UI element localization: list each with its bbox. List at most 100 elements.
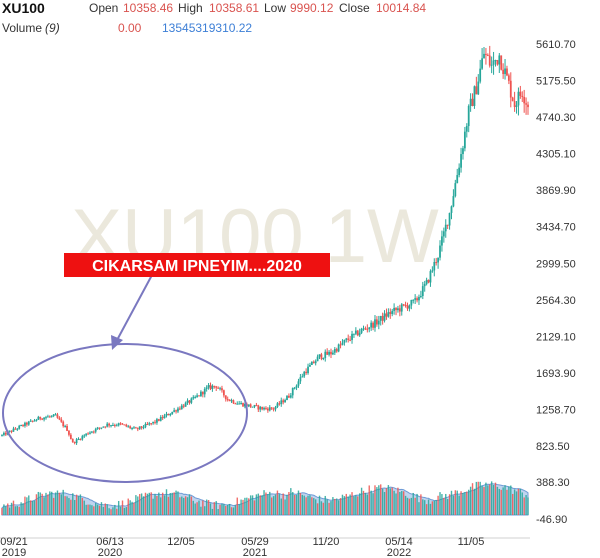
candle-body bbox=[265, 407, 267, 409]
candle-body bbox=[37, 416, 40, 420]
volume-bar bbox=[401, 490, 403, 516]
volume-bar bbox=[473, 488, 476, 516]
volume-bar bbox=[20, 502, 22, 516]
volume-bar bbox=[150, 492, 152, 516]
candle-body bbox=[159, 417, 162, 421]
open-value: 10358.46 bbox=[123, 1, 173, 15]
candle-body bbox=[431, 270, 434, 272]
volume-bar bbox=[213, 502, 216, 516]
volume-bar bbox=[370, 490, 372, 516]
candle-body bbox=[251, 406, 254, 408]
volume-bar bbox=[129, 500, 131, 516]
volume-bar bbox=[194, 503, 196, 516]
volume-bar bbox=[387, 485, 390, 516]
candle-body bbox=[226, 399, 229, 401]
candle-body bbox=[408, 305, 411, 309]
volume-bar bbox=[355, 495, 357, 516]
candle-body bbox=[261, 406, 264, 410]
volume-bar bbox=[322, 502, 325, 516]
candle-body bbox=[460, 154, 462, 168]
price-tick-label: 4305.10 bbox=[536, 149, 576, 161]
candle-body bbox=[18, 425, 21, 429]
volume-bar bbox=[424, 500, 426, 516]
candle-body bbox=[427, 279, 430, 283]
candle-body bbox=[446, 224, 449, 226]
candle-body bbox=[157, 419, 160, 421]
candle-body bbox=[194, 396, 197, 398]
volume-bar bbox=[248, 498, 250, 516]
volume-bar bbox=[431, 501, 434, 516]
candle-body bbox=[395, 307, 397, 311]
candle-body bbox=[310, 361, 313, 366]
volume-bar bbox=[462, 492, 464, 516]
candle-body bbox=[274, 406, 277, 410]
volume-bar bbox=[108, 508, 110, 516]
candle-body bbox=[419, 295, 422, 297]
candle-body bbox=[316, 356, 319, 362]
candle-body bbox=[402, 304, 405, 306]
volume-bar bbox=[414, 497, 416, 516]
volume-bar bbox=[110, 509, 112, 516]
volume-bar bbox=[49, 491, 51, 516]
price-tick-label: 823.50 bbox=[536, 441, 570, 453]
volume-bar bbox=[297, 490, 300, 516]
volume-bar bbox=[500, 489, 502, 516]
volume-bar bbox=[433, 500, 435, 516]
candle-body bbox=[8, 430, 11, 432]
candle-body bbox=[433, 262, 436, 271]
candle-body bbox=[20, 425, 23, 427]
volume-bar bbox=[121, 500, 124, 516]
volume-bar bbox=[364, 492, 367, 516]
candle-body bbox=[347, 338, 350, 340]
volume-bar bbox=[8, 507, 11, 516]
volume-bar bbox=[416, 493, 418, 516]
candle-body bbox=[295, 385, 298, 388]
candle-body bbox=[278, 403, 281, 405]
volume-bar bbox=[318, 495, 321, 516]
volume-bar bbox=[184, 496, 187, 516]
volume-bar bbox=[362, 490, 365, 516]
candle-body bbox=[364, 328, 367, 330]
volume-bar bbox=[79, 494, 82, 516]
volume-bar bbox=[485, 482, 487, 516]
volume-bar bbox=[156, 495, 158, 516]
volume-bar bbox=[198, 500, 200, 516]
candle-body bbox=[14, 428, 17, 430]
candle-body bbox=[190, 398, 193, 403]
volume-bar bbox=[483, 487, 485, 516]
volume-bar bbox=[179, 497, 181, 516]
volume-bar bbox=[230, 507, 233, 516]
candle-body bbox=[490, 64, 493, 66]
candle-body bbox=[224, 395, 227, 400]
candle-body bbox=[400, 304, 403, 312]
candle-body bbox=[200, 391, 202, 396]
volume-bar bbox=[477, 481, 479, 516]
volume-bar bbox=[510, 485, 512, 516]
candle-body bbox=[374, 319, 376, 328]
candle-body bbox=[133, 427, 135, 429]
volume-bar bbox=[496, 486, 499, 516]
volume-bar bbox=[73, 500, 76, 516]
candle-body bbox=[335, 349, 338, 352]
candle-body bbox=[513, 101, 516, 107]
candle-body bbox=[196, 395, 198, 397]
volume-bar bbox=[265, 492, 267, 516]
volume-bar bbox=[31, 500, 34, 516]
candle-body bbox=[106, 423, 109, 427]
candle-body bbox=[134, 427, 137, 429]
volume-bar bbox=[75, 494, 78, 516]
candle-body bbox=[48, 416, 51, 418]
time-tick-label: 05/14 bbox=[385, 536, 413, 548]
volume-bar bbox=[148, 492, 150, 516]
volume-bar bbox=[123, 507, 126, 516]
candle-body bbox=[186, 400, 189, 403]
volume-bar bbox=[257, 493, 260, 516]
candle-body bbox=[217, 387, 220, 389]
volume-bar bbox=[83, 500, 85, 516]
volume-bar bbox=[131, 501, 133, 516]
candle-body bbox=[309, 365, 311, 367]
volume-bar bbox=[498, 488, 501, 516]
volume-bar bbox=[154, 494, 156, 516]
low-value: 9990.12 bbox=[290, 1, 334, 15]
